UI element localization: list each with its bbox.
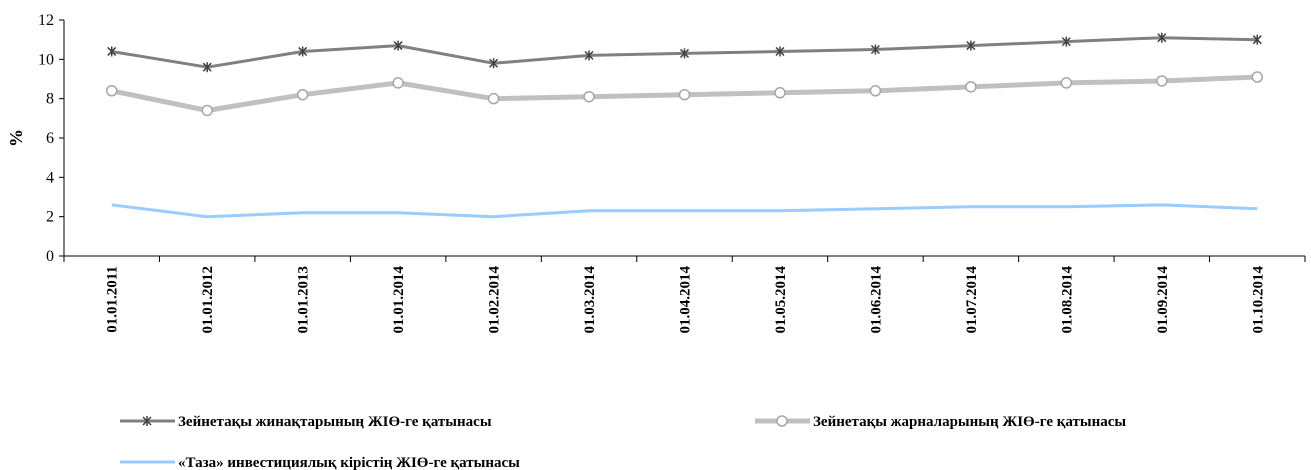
legend: Зейнетақы жинақтарының ЖІӨ-ге қатынасы Зе…	[120, 414, 1126, 470]
data-point	[679, 48, 690, 59]
y-tick-label: 4	[46, 169, 54, 186]
y-tick-label: 6	[46, 130, 54, 147]
legend-marker	[142, 416, 152, 426]
x-tick-label: 01.07.2014	[964, 266, 980, 334]
data-point	[965, 81, 977, 93]
series-group	[105, 32, 1264, 219]
x-tick-label: 01.04.2014	[678, 266, 694, 334]
data-point	[1060, 77, 1073, 89]
y-tick-label: 2	[46, 209, 54, 226]
data-point	[870, 44, 880, 55]
legend-label: Зейнетақы жарналарының ЖІӨ-ге қатынасы	[813, 414, 1126, 430]
data-point	[1252, 34, 1262, 45]
legend-label: «Таза» инвестициялық кірістің ЖІӨ-ге қат…	[178, 455, 520, 470]
data-point	[296, 88, 309, 101]
data-point	[1157, 32, 1167, 43]
data-point	[584, 50, 594, 61]
legend-item-1: Зейнетақы жинақтарының ЖІӨ-ге қатынасы	[120, 414, 492, 430]
x-axis: 01.01.2011 01.01.2012 01.01.2013 01.01.2014…	[63, 255, 1306, 334]
x-tick-label: 01.06.2014	[868, 266, 884, 334]
legend-item-3: «Таза» инвестициялық кірістің ЖІӨ-ге қат…	[120, 455, 520, 470]
x-tick-label: 01.09.2014	[1155, 266, 1171, 334]
x-tick-label: 01.10.2014	[1250, 266, 1266, 334]
data-point	[105, 85, 118, 97]
x-tick-label: 01.05.2014	[773, 266, 789, 334]
x-tick-label: 01.01.2012	[200, 266, 216, 334]
series-line	[111, 203, 1258, 219]
data-point	[775, 46, 785, 57]
x-tick-label: 01.02.2014	[487, 266, 503, 334]
data-point	[487, 92, 500, 105]
y-axis: 0 2 4 6 8 10 12	[38, 12, 65, 265]
data-point	[201, 104, 213, 117]
data-point	[869, 85, 882, 97]
data-point	[1156, 75, 1168, 87]
legend-item-2: Зейнетақы жарналарының ЖІӨ-ге қатынасы	[755, 414, 1126, 430]
series-3	[111, 203, 1258, 219]
data-point	[202, 62, 212, 73]
x-tick-label: 01.01.2013	[296, 266, 312, 334]
y-tick-label: 8	[46, 91, 54, 108]
legend-label: Зейнетақы жинақтарының ЖІӨ-ге қатынасы	[178, 414, 492, 430]
y-tick-label: 10	[38, 51, 54, 68]
x-tick-label: 01.08.2014	[1059, 266, 1075, 334]
y-tick-label: 12	[38, 12, 54, 29]
data-point	[678, 88, 691, 101]
x-tick-label: 01.03.2014	[582, 266, 598, 334]
x-tick-label: 01.01.2011	[105, 266, 121, 333]
x-tick-label: 01.01.2014	[391, 266, 407, 334]
data-point	[489, 58, 499, 69]
data-point	[1251, 71, 1264, 83]
y-axis-title: %	[6, 129, 26, 147]
data-point	[1061, 36, 1071, 47]
data-point	[298, 46, 308, 57]
data-point	[393, 40, 403, 51]
data-point	[966, 40, 976, 51]
data-point	[583, 90, 595, 103]
y-tick-label: 0	[46, 248, 54, 265]
data-point	[107, 46, 117, 57]
series-2	[105, 71, 1264, 117]
legend-marker	[776, 415, 788, 427]
data-point	[392, 77, 404, 89]
series-1	[107, 32, 1262, 73]
data-point	[774, 87, 786, 99]
